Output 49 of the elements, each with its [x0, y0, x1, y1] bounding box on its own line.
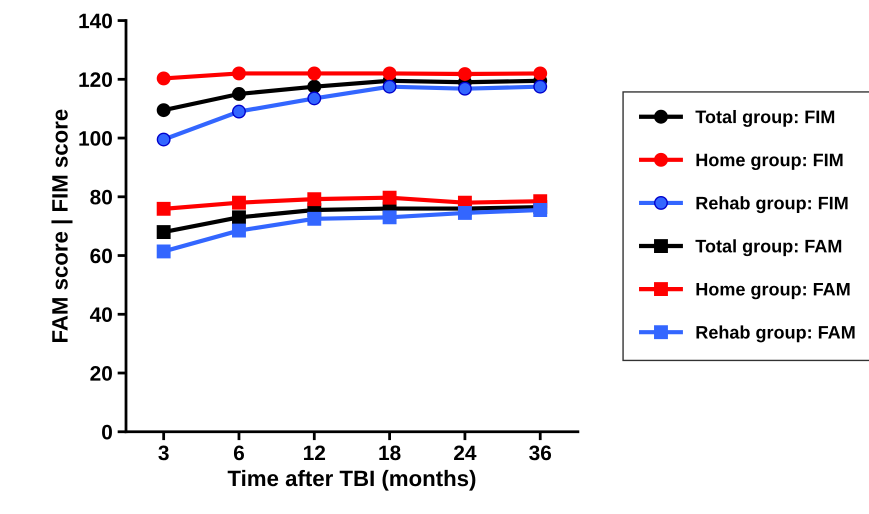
point	[232, 224, 246, 238]
legend-label: Home group: FIM	[696, 154, 843, 170]
x-tick-label: 12	[304, 446, 326, 460]
x-tick-label: 3	[158, 446, 169, 460]
y-tick-label: 80	[90, 190, 112, 205]
point	[156, 225, 171, 239]
point	[382, 66, 397, 80]
legend-label: Rehab group: FIM	[696, 196, 848, 214]
legend-label: Total group: FAM	[695, 239, 842, 256]
point	[307, 91, 322, 106]
point	[156, 103, 171, 118]
point	[307, 212, 322, 226]
y-tick-label: 20	[90, 366, 112, 381]
point	[156, 132, 171, 146]
point	[232, 196, 246, 210]
legend-label: Home group: FAM	[696, 283, 850, 300]
y-tick-label: 0	[102, 424, 112, 440]
point	[458, 67, 472, 81]
point	[156, 244, 171, 258]
y-tick-label: 140	[79, 14, 112, 28]
point	[307, 66, 322, 80]
point	[382, 210, 397, 224]
point	[232, 210, 246, 224]
point	[232, 66, 246, 80]
x-axis-title: Time after TBI (months)	[228, 470, 476, 491]
x-tick-label: 36	[529, 446, 552, 460]
y-tick-label: 60	[90, 248, 112, 264]
point	[533, 203, 548, 217]
y-tick-label: 100	[79, 131, 112, 146]
point	[533, 66, 548, 80]
point	[458, 82, 472, 96]
point	[382, 190, 397, 205]
y-axis-title: FAM score | FIM score	[51, 110, 72, 342]
legend-label: Total group: FIM	[695, 110, 834, 127]
x-tick-label: 24	[454, 446, 476, 460]
y-tick-label: 120	[79, 72, 112, 88]
point	[382, 80, 397, 94]
point	[156, 71, 171, 86]
point	[156, 202, 171, 216]
point	[307, 192, 322, 206]
x-tick-label: 6	[234, 446, 244, 460]
legend-label: Rehab group: FAM	[696, 325, 855, 342]
point	[307, 80, 322, 94]
y-tick-label: 40	[90, 307, 112, 322]
point	[533, 80, 548, 94]
x-tick-label: 18	[379, 446, 401, 460]
point	[232, 104, 246, 119]
point	[458, 206, 472, 220]
point	[232, 87, 246, 101]
